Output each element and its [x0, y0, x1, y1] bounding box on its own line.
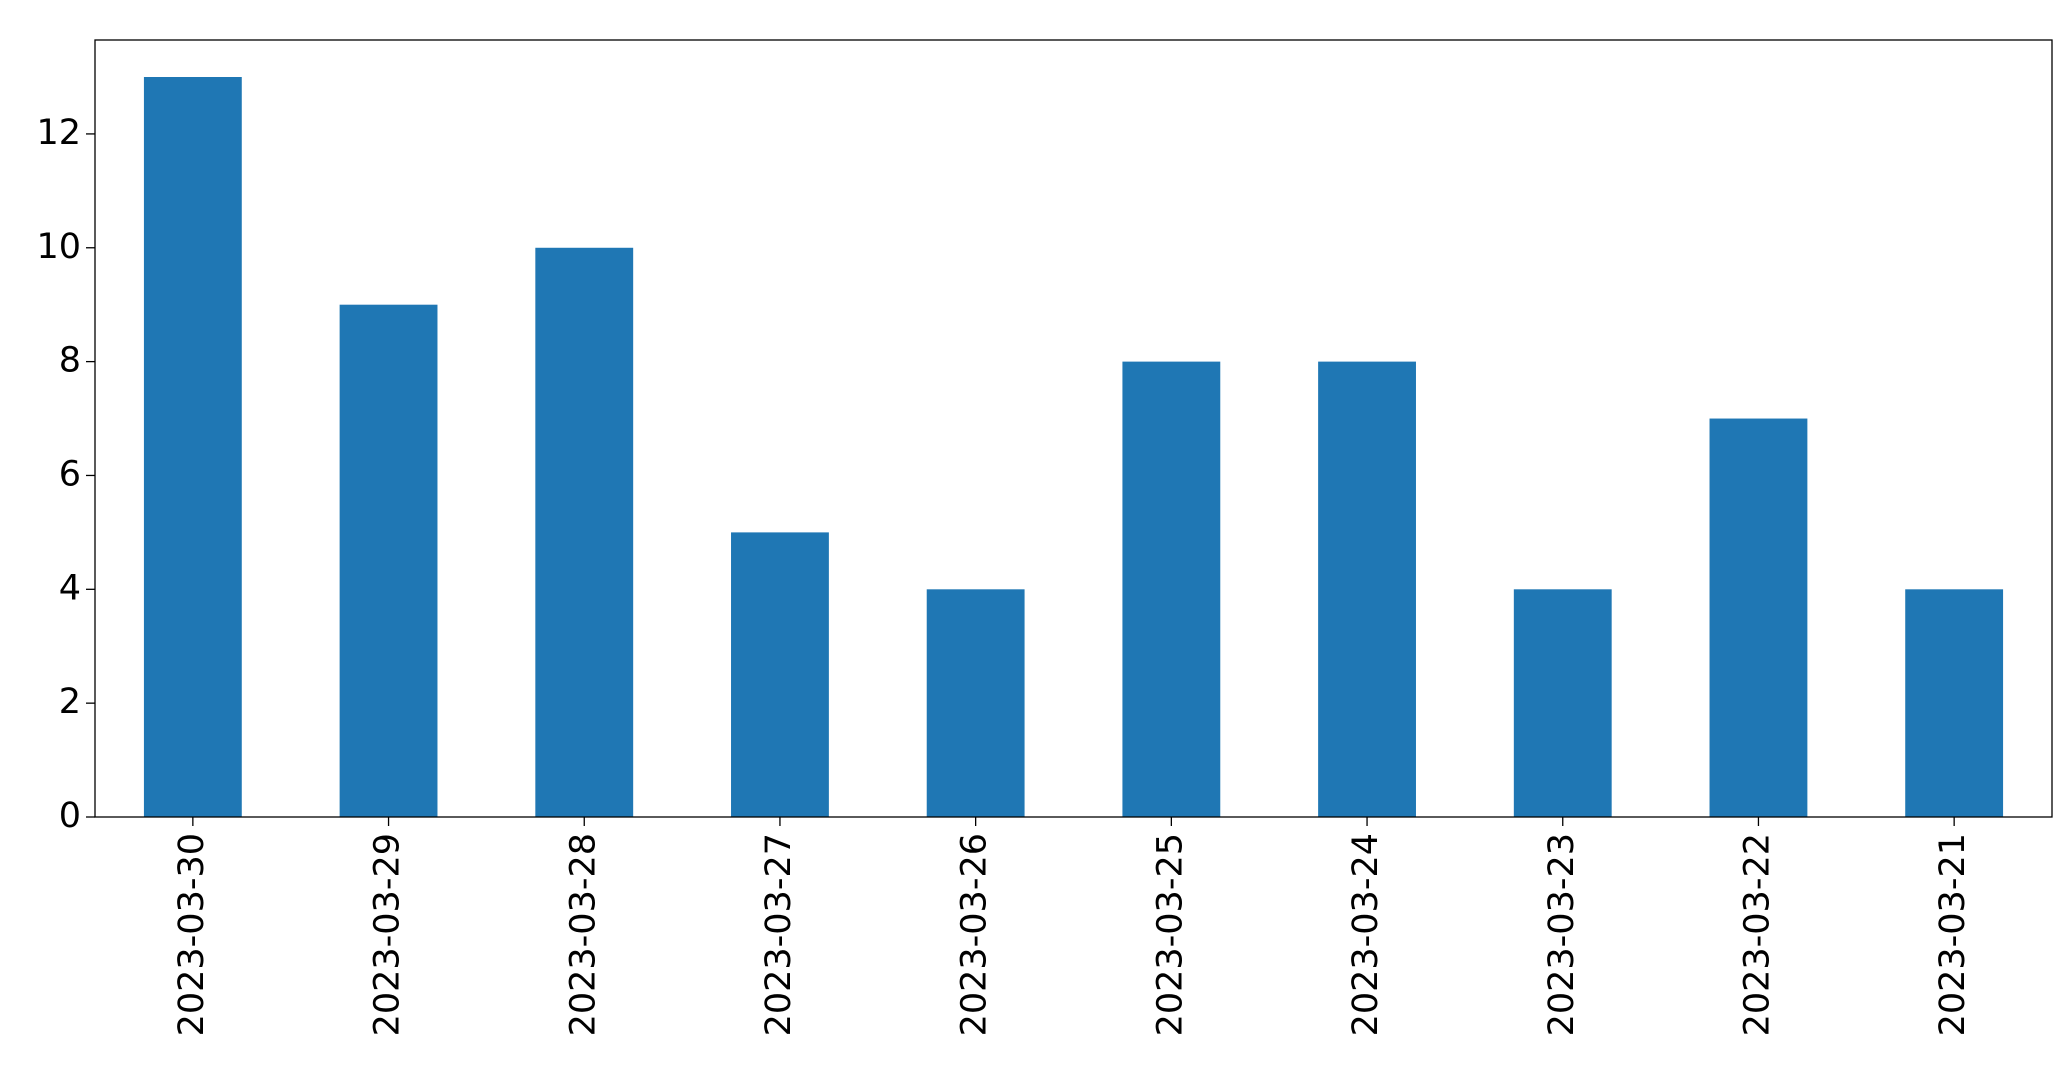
x-tick-label: 2023-03-25 [1150, 833, 1190, 1036]
x-tick-label: 2023-03-30 [172, 833, 212, 1036]
y-tick-label: 4 [59, 568, 81, 608]
x-tick-label: 2023-03-21 [1933, 833, 1973, 1036]
y-tick-label: 8 [59, 341, 81, 381]
bar [926, 589, 1025, 817]
x-tick-label: 2023-03-24 [1346, 833, 1386, 1036]
y-tick-label: 6 [59, 454, 81, 494]
y-tick-label: 12 [36, 113, 81, 153]
bar [1122, 361, 1221, 817]
x-tick-label: 2023-03-28 [563, 833, 603, 1036]
y-tick-label: 0 [59, 796, 81, 836]
x-tick-label: 2023-03-26 [955, 833, 995, 1036]
bar [1513, 589, 1612, 817]
bar [1709, 418, 1808, 817]
plot-frame [94, 39, 2053, 818]
bar [1905, 589, 2004, 817]
x-tick-label: 2023-03-22 [1737, 833, 1777, 1036]
bar [731, 532, 829, 817]
bar [339, 304, 438, 817]
y-tick-label: 2 [59, 682, 81, 722]
bar [1318, 361, 1416, 817]
x-tick-label: 2023-03-27 [759, 833, 799, 1036]
y-tick-label: 10 [36, 227, 81, 267]
x-tick-label: 2023-03-23 [1542, 833, 1582, 1036]
x-tick-label: 2023-03-29 [368, 833, 408, 1036]
bar [143, 77, 242, 817]
bar [535, 247, 634, 817]
